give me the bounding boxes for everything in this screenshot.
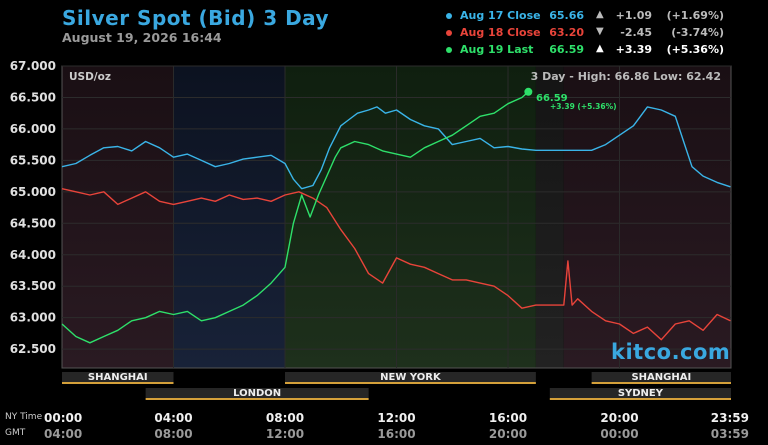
ny-time-tick: 08:00 [266, 411, 304, 425]
chart-timestamp: August 19, 2026 16:44 [62, 30, 222, 45]
kitco-watermark: kitco.com [611, 340, 731, 364]
gmt-time-tick: 16:00 [377, 427, 415, 441]
y-tick-label: 63.000 [10, 311, 56, 325]
session-bar [549, 388, 731, 398]
ny-time-tick: 04:00 [154, 411, 192, 425]
london-band [173, 66, 285, 368]
y-tick-label: 65.500 [10, 153, 56, 167]
up-arrow-icon: ▲ [596, 43, 604, 54]
high-low-label: 3 Day - High: 66.86 Low: 62.42 [531, 70, 721, 83]
ny-time-tick: 23:59 [711, 411, 749, 425]
session-bar [145, 388, 369, 398]
down-arrow-icon: ▼ [596, 26, 604, 37]
legend-dot-icon [446, 30, 452, 36]
series-line [61, 188, 731, 341]
y-tick-label: 63.500 [10, 279, 56, 293]
session-label: LONDON [233, 388, 281, 399]
legend-percent: (+1.69%) [666, 9, 724, 22]
y-tick-label: 62.500 [10, 342, 56, 356]
shanghai-evening-band [563, 66, 731, 368]
y-tick-label: 66.500 [10, 90, 56, 104]
unit-label: USD/oz [69, 71, 111, 83]
legend-dot-icon [446, 13, 452, 19]
session-label: SHANGHAI [631, 372, 691, 383]
legend-dot-icon [446, 47, 452, 53]
legend-percent: (-3.74%) [671, 26, 724, 39]
last-point-marker [524, 87, 533, 96]
legend-name: Aug 19 Last [460, 43, 534, 56]
legend-value: 65.66 [549, 9, 584, 22]
session-label: SHANGHAI [88, 372, 148, 383]
session-bar [62, 372, 174, 382]
ny-time-tick: 12:00 [377, 411, 415, 425]
gmt-time-tick: 08:00 [154, 427, 192, 441]
y-tick-label: 64.000 [10, 248, 56, 262]
gmt-time-tick: 12:00 [266, 427, 304, 441]
ny-time-tick: 20:00 [600, 411, 638, 425]
y-tick-label: 65.000 [10, 185, 56, 199]
gmt-time-tick: 04:00 [44, 427, 82, 441]
legend-name: Aug 18 Close [460, 26, 541, 39]
closed-band [535, 66, 564, 368]
series-line [61, 106, 731, 190]
ny-time-tick: 16:00 [489, 411, 527, 425]
chart-title: Silver Spot (Bid) 3 Day [62, 6, 330, 30]
legend-value: 66.59 [549, 43, 584, 56]
last-change-label: +3.39 (+5.36%) [550, 102, 617, 111]
legend-percent: (+5.36%) [666, 43, 724, 56]
session-label: NEW YORK [380, 372, 442, 383]
legend-change: +3.39 [615, 43, 652, 56]
legend-row-aug19: Aug 19 Last 66.59 ▲ +3.39 (+5.36%) [446, 43, 746, 60]
y-tick-label: 66.000 [10, 122, 56, 136]
gmt-time-tick: 20:00 [489, 427, 527, 441]
gmt-label: GMT [5, 428, 26, 438]
legend-row-aug17: Aug 17 Close 65.66 ▲ +1.09 (+1.69%) [446, 9, 746, 26]
gmt-time-tick: 03:59 [711, 427, 749, 441]
session-bar [591, 372, 731, 382]
series-line [61, 91, 529, 344]
legend-value: 63.20 [549, 26, 584, 39]
legend-row-aug18: Aug 18 Close 63.20 ▼ -2.45 (-3.74%) [446, 26, 746, 43]
legend: Aug 17 Close 65.66 ▲ +1.09 (+1.69%) Aug … [446, 9, 746, 60]
legend-change: +1.09 [615, 9, 652, 22]
legend-name: Aug 17 Close [460, 9, 541, 22]
gmt-time-tick: 00:00 [600, 427, 638, 441]
y-tick-label: 67.000 [10, 59, 56, 73]
legend-change: -2.45 [620, 26, 652, 39]
session-label: SYDNEY [618, 388, 664, 399]
newyork-band [285, 66, 536, 368]
y-tick-label: 64.500 [10, 216, 56, 230]
ny-time-tick: 00:00 [44, 411, 82, 425]
session-bar [285, 372, 536, 382]
last-value-label: 66.59 [536, 93, 568, 104]
ny-time-label: NY Time [5, 412, 43, 422]
shanghai-band [62, 66, 174, 368]
up-arrow-icon: ▲ [596, 9, 604, 20]
